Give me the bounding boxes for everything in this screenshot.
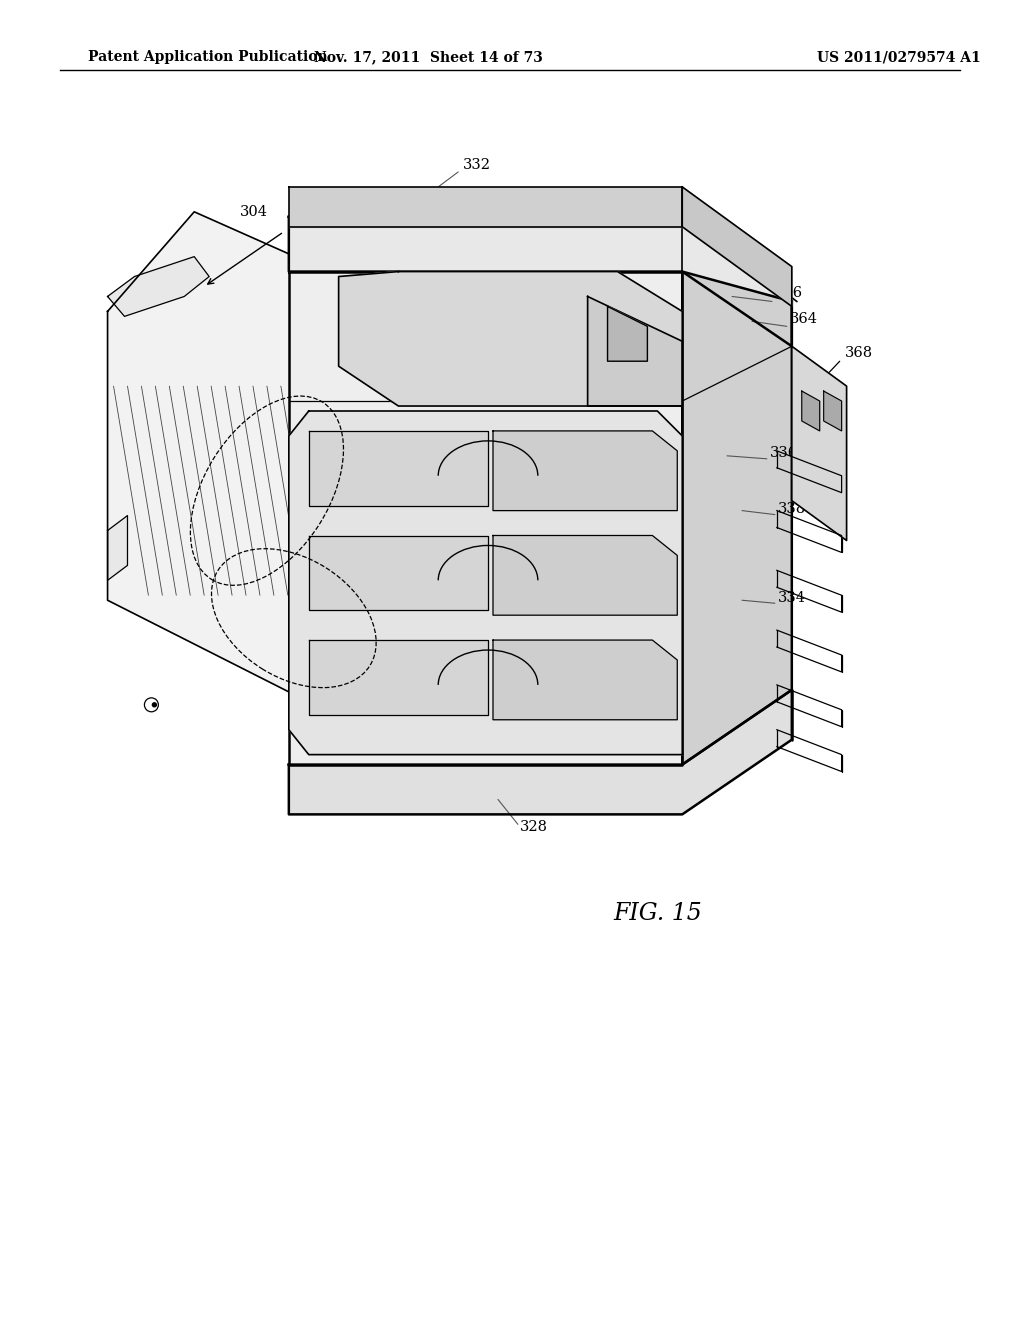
Polygon shape	[289, 272, 682, 764]
Text: 328: 328	[520, 820, 548, 834]
Polygon shape	[682, 272, 792, 764]
Polygon shape	[108, 211, 463, 735]
Text: 304: 304	[240, 205, 268, 219]
Text: 364: 364	[790, 313, 818, 326]
Text: 368: 368	[845, 346, 872, 360]
Polygon shape	[309, 536, 488, 610]
Text: 332: 332	[463, 158, 492, 172]
Text: US 2011/0279574 A1: US 2011/0279574 A1	[817, 50, 980, 65]
Polygon shape	[493, 430, 677, 511]
Text: Nov. 17, 2011  Sheet 14 of 73: Nov. 17, 2011 Sheet 14 of 73	[313, 50, 543, 65]
Polygon shape	[792, 346, 847, 540]
Polygon shape	[682, 187, 792, 306]
Polygon shape	[309, 430, 488, 506]
Polygon shape	[289, 187, 682, 227]
Polygon shape	[607, 306, 647, 362]
Polygon shape	[493, 536, 677, 615]
Text: 336: 336	[770, 446, 798, 459]
Polygon shape	[289, 690, 792, 814]
Polygon shape	[309, 640, 488, 714]
Polygon shape	[493, 640, 677, 719]
Polygon shape	[588, 297, 682, 407]
Polygon shape	[289, 411, 682, 755]
Text: 338: 338	[778, 502, 806, 516]
Polygon shape	[802, 391, 819, 430]
Text: 366: 366	[775, 286, 803, 301]
Text: FIG. 15: FIG. 15	[613, 903, 701, 925]
Polygon shape	[823, 391, 842, 430]
Polygon shape	[289, 216, 792, 346]
Text: 334: 334	[778, 591, 806, 606]
Polygon shape	[339, 272, 682, 407]
Text: Patent Application Publication: Patent Application Publication	[88, 50, 328, 65]
Polygon shape	[108, 256, 209, 317]
Polygon shape	[108, 516, 127, 581]
Circle shape	[153, 702, 157, 706]
